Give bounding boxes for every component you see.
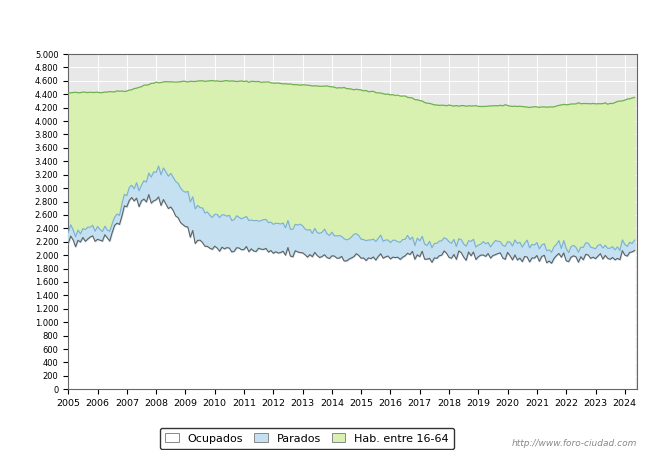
Text: http://www.foro-ciudad.com: http://www.foro-ciudad.com	[512, 439, 637, 448]
Legend: Ocupados, Parados, Hab. entre 16-64: Ocupados, Parados, Hab. entre 16-64	[160, 428, 454, 449]
Text: Aretxabaleta - Evolucion de la poblacion en edad de Trabajar Mayo de 2024: Aretxabaleta - Evolucion de la poblacion…	[72, 17, 578, 30]
